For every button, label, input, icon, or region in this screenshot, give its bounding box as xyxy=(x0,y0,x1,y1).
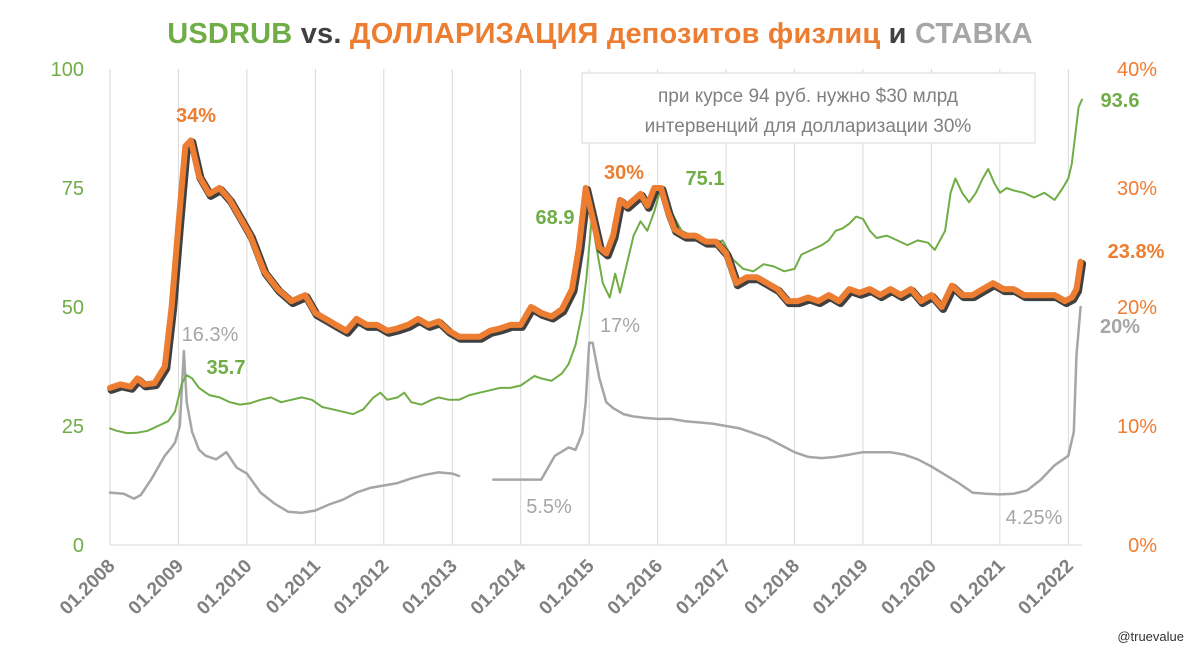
x-tick-label: 01.2015 xyxy=(535,555,599,619)
y-right-tick-label: 10% xyxy=(1117,416,1157,438)
x-tick-label: 01.2022 xyxy=(1014,556,1077,619)
data-label-936: 93.6 xyxy=(1101,90,1140,112)
data-label-357: 35.7 xyxy=(207,357,246,379)
data-label-689: 68.9 xyxy=(536,207,575,229)
x-tick-label: 01.2011 xyxy=(262,555,325,618)
y-left-tick-label: 50 xyxy=(62,297,84,319)
y-left-tick-label: 25 xyxy=(62,416,84,438)
x-tick-label: 01.2017 xyxy=(672,556,735,619)
x-tick-label: 01.2020 xyxy=(878,556,941,619)
data-label-34: 34% xyxy=(176,105,216,127)
title-usdrub: USDRUB xyxy=(167,18,293,50)
x-tick-label: 01.2016 xyxy=(604,556,667,619)
y-right-tick-label: 20% xyxy=(1117,297,1157,319)
annotation-box-layer: при курсе 94 руб. нужно $30 млрд интерве… xyxy=(581,72,1036,144)
x-tick-label: 01.2014 xyxy=(467,555,531,619)
y-right-tick-label: 0% xyxy=(1128,535,1157,557)
series-dollarization-shadow xyxy=(107,138,1087,394)
data-label-30: 30% xyxy=(604,162,644,184)
title-and: и xyxy=(880,18,915,50)
series-rate-line xyxy=(108,305,1082,515)
chart-title: USDRUB vs. ДОЛЛАРИЗАЦИЯ депозитов физлиц… xyxy=(0,18,1200,51)
title-rate: СТАВКА xyxy=(914,18,1033,50)
annotation-line-2: интервенций для долларизации 30% xyxy=(645,116,972,137)
x-tick-label: 01.2009 xyxy=(125,556,188,619)
y-left-tick-label: 100 xyxy=(51,59,84,81)
y-right-tick-label: 30% xyxy=(1117,178,1157,200)
data-label-238: 23.8% xyxy=(1108,241,1165,263)
x-tick-label: 01.2008 xyxy=(56,556,119,619)
y-left-tick-label: 0 xyxy=(73,535,84,557)
watermark: @truevalue xyxy=(1117,629,1184,644)
data-label-163: 16.3% xyxy=(182,324,239,346)
data-label-425: 4.25% xyxy=(1006,507,1063,529)
x-tick-label: 01.2019 xyxy=(809,556,872,619)
data-label-751: 75.1 xyxy=(686,168,725,190)
x-tick-label: 01.2013 xyxy=(398,556,461,619)
data-label-55: 5.5% xyxy=(526,496,572,518)
grid-layer xyxy=(109,69,1082,546)
series-layer xyxy=(107,98,1087,515)
series-dollarization-line xyxy=(107,137,1084,391)
x-tick-label: 01.2012 xyxy=(330,556,393,619)
title-vs: vs. xyxy=(292,18,350,50)
data-label-layer: 34% 35.7 16.3% 68.9 30% 75.1 17% 5.5% 4.25% 93.6 2… xyxy=(176,90,1165,529)
annotation-line-1: при курсе 94 руб. нужно $30 млрд xyxy=(658,86,958,107)
data-label-20: 20% xyxy=(1100,316,1140,338)
y-left-tick-label: 75 xyxy=(62,178,84,200)
title-dollarization: ДОЛЛАРИЗАЦИЯ депозитов физлиц xyxy=(349,18,881,50)
x-tick-label: 01.2021 xyxy=(946,555,1010,619)
data-label-17: 17% xyxy=(600,315,640,337)
series-usdrub-line xyxy=(109,98,1083,435)
annotation-box xyxy=(581,72,1036,144)
x-tick-label: 01.2018 xyxy=(741,556,804,619)
x-tick-label: 01.2010 xyxy=(193,556,256,619)
y-right-tick-label: 40% xyxy=(1117,59,1157,81)
